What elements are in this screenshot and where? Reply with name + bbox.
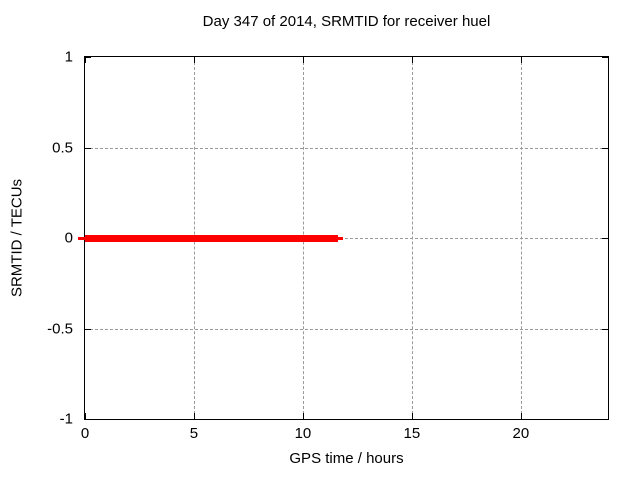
x-tick-mark-bottom <box>85 413 86 419</box>
y-tick-mark-right <box>602 57 608 58</box>
x-tick-mark-bottom <box>520 413 522 419</box>
x-tick-mark-top <box>193 57 195 63</box>
series-line-srmtid <box>78 236 85 240</box>
y-tick-mark-right <box>602 238 608 239</box>
plot-area <box>78 56 609 420</box>
x-tick-mark-top <box>85 57 86 63</box>
y-tick-mark-right <box>602 147 608 149</box>
x-tick-label: 0 <box>80 425 90 442</box>
y-tick-mark-left <box>85 57 91 58</box>
x-tick-mark-bottom <box>193 413 195 419</box>
x-tick-label: 15 <box>403 425 421 442</box>
y-tick-mark-right <box>602 328 608 330</box>
x-tick-label: 10 <box>294 425 312 442</box>
x-tick-mark-top <box>411 57 413 63</box>
x-tick-mark-bottom <box>302 413 304 419</box>
y-tick-mark-left <box>85 328 91 330</box>
x-axis-label: GPS time / hours <box>289 450 404 467</box>
series-line-srmtid <box>85 234 338 242</box>
y-tick-label: 0.5 <box>52 139 73 156</box>
x-tick-mark-top <box>520 57 522 63</box>
y-tick-label: -1 <box>59 410 73 428</box>
grid-line-horizontal <box>85 328 608 330</box>
series-line-srmtid <box>337 236 344 240</box>
y-tick-label: -0.5 <box>47 320 73 337</box>
y-tick-mark-left <box>85 147 91 149</box>
x-tick-label: 20 <box>512 425 530 442</box>
y-tick-mark-right <box>602 419 608 420</box>
y-tick-label: 0 <box>64 229 73 247</box>
x-tick-mark-top <box>302 57 304 63</box>
chart-title: Day 347 of 2014, SRMTID for receiver hue… <box>202 13 491 30</box>
grid-line-horizontal <box>85 238 608 239</box>
y-axis-label: SRMTID / TECUs <box>8 178 26 298</box>
x-tick-mark-bottom <box>411 413 413 419</box>
y-tick-mark-left <box>85 419 91 420</box>
grid-line-horizontal <box>85 147 608 149</box>
x-tick-label: 5 <box>189 425 199 442</box>
y-tick-label: 1 <box>64 48 73 66</box>
